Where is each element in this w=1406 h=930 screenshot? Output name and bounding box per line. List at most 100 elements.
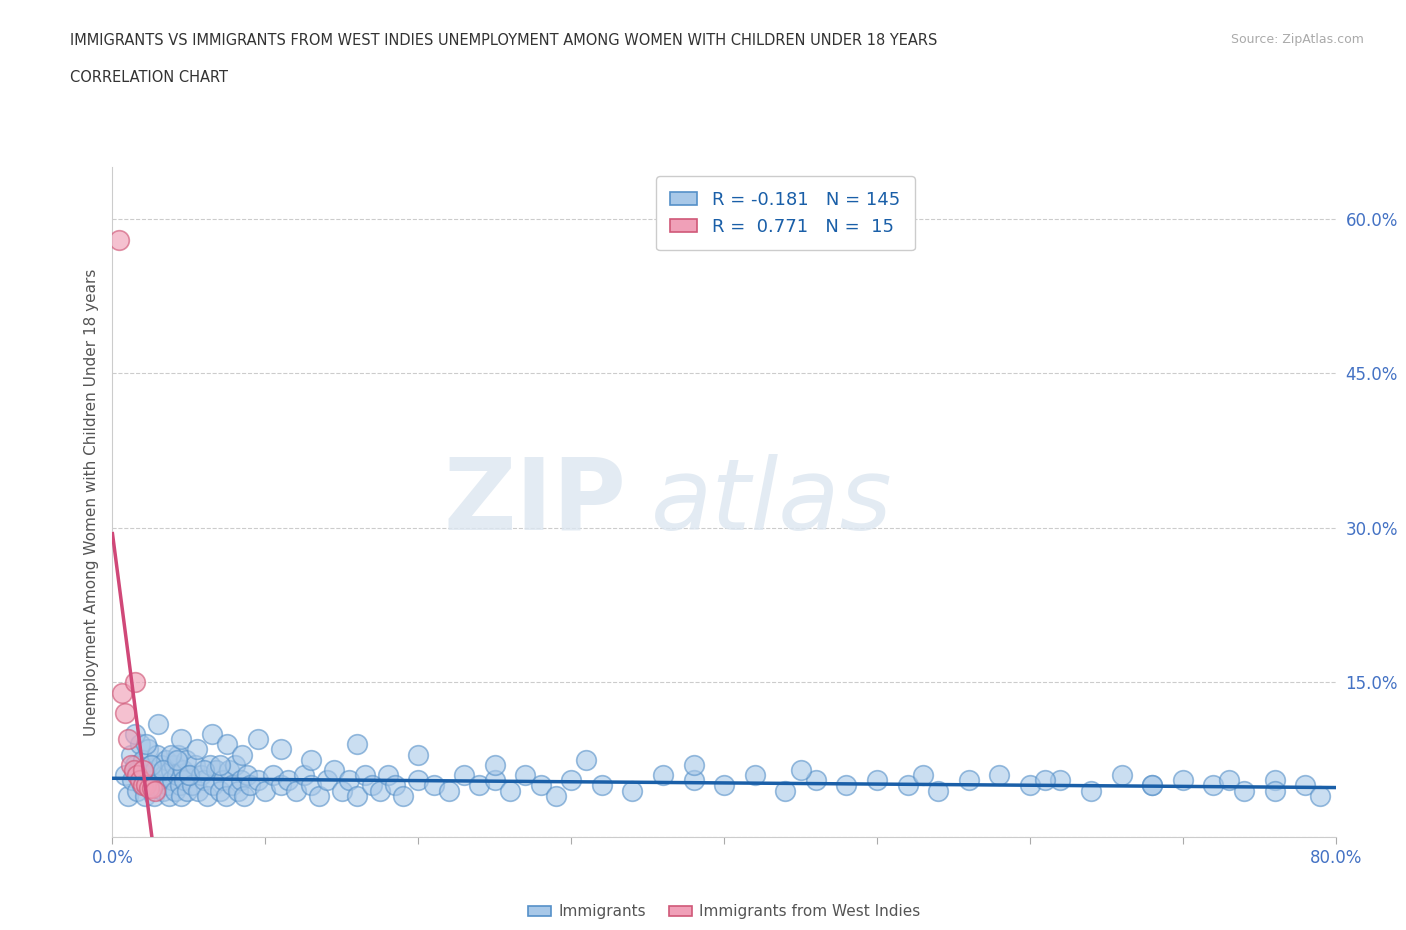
Point bbox=[1309, 789, 1331, 804]
Point bbox=[193, 763, 215, 777]
Point bbox=[187, 783, 209, 798]
Point bbox=[169, 778, 191, 793]
Point bbox=[122, 763, 145, 777]
Point bbox=[315, 773, 337, 788]
Point bbox=[143, 763, 166, 777]
Point bbox=[530, 778, 553, 793]
Point bbox=[136, 742, 159, 757]
Point bbox=[120, 757, 142, 772]
Point bbox=[173, 773, 195, 788]
Point bbox=[129, 773, 152, 788]
Point bbox=[1049, 773, 1071, 788]
Y-axis label: Unemployment Among Women with Children Under 18 years: Unemployment Among Women with Children U… bbox=[83, 269, 98, 736]
Point bbox=[208, 757, 231, 772]
Point bbox=[170, 732, 193, 747]
Point bbox=[186, 742, 208, 757]
Point bbox=[621, 783, 644, 798]
Point bbox=[153, 768, 176, 783]
Point bbox=[156, 778, 179, 793]
Point bbox=[246, 773, 269, 788]
Text: atlas: atlas bbox=[651, 454, 893, 551]
Point bbox=[200, 757, 222, 772]
Point bbox=[165, 783, 187, 798]
Point bbox=[148, 716, 170, 731]
Point bbox=[804, 773, 827, 788]
Point bbox=[127, 763, 149, 777]
Point bbox=[284, 783, 308, 798]
Point bbox=[1033, 773, 1056, 788]
Point bbox=[453, 768, 475, 783]
Point bbox=[135, 768, 157, 783]
Point bbox=[339, 773, 361, 788]
Point bbox=[117, 789, 139, 804]
Point bbox=[139, 757, 162, 772]
Point bbox=[155, 752, 177, 767]
Point bbox=[202, 778, 225, 793]
Point bbox=[176, 783, 198, 798]
Point bbox=[226, 783, 249, 798]
Point bbox=[744, 768, 766, 783]
Point bbox=[138, 778, 160, 793]
Point bbox=[377, 768, 399, 783]
Point bbox=[148, 780, 170, 795]
Point bbox=[353, 768, 375, 783]
Point bbox=[262, 768, 284, 783]
Point bbox=[1018, 778, 1040, 793]
Point bbox=[157, 789, 180, 804]
Point bbox=[911, 768, 934, 783]
Point bbox=[120, 747, 142, 762]
Point bbox=[866, 773, 889, 788]
Point bbox=[135, 737, 157, 751]
Point bbox=[1080, 783, 1102, 798]
Point bbox=[146, 747, 169, 762]
Point bbox=[1264, 773, 1286, 788]
Point bbox=[468, 778, 491, 793]
Point bbox=[422, 778, 444, 793]
Point bbox=[172, 763, 194, 777]
Point bbox=[166, 752, 188, 767]
Point bbox=[292, 768, 315, 783]
Point bbox=[408, 773, 430, 788]
Point bbox=[299, 752, 322, 767]
Point bbox=[484, 757, 506, 772]
Point bbox=[277, 773, 299, 788]
Point bbox=[195, 789, 218, 804]
Point bbox=[1264, 783, 1286, 798]
Point bbox=[159, 763, 181, 777]
Point bbox=[174, 752, 197, 767]
Point bbox=[193, 773, 215, 788]
Point bbox=[368, 783, 391, 798]
Point bbox=[775, 783, 797, 798]
Point bbox=[652, 768, 675, 783]
Point bbox=[682, 773, 704, 788]
Point bbox=[1142, 778, 1164, 793]
Point bbox=[184, 757, 207, 772]
Point bbox=[218, 763, 240, 777]
Point bbox=[114, 706, 136, 721]
Text: CORRELATION CHART: CORRELATION CHART bbox=[70, 70, 228, 85]
Point bbox=[346, 789, 368, 804]
Point bbox=[789, 763, 811, 777]
Point bbox=[170, 789, 193, 804]
Point bbox=[484, 773, 506, 788]
Point bbox=[134, 789, 156, 804]
Point bbox=[330, 783, 353, 798]
Point bbox=[682, 757, 704, 772]
Point bbox=[713, 778, 735, 793]
Point bbox=[437, 783, 460, 798]
Point bbox=[139, 757, 162, 772]
Text: ZIP: ZIP bbox=[443, 454, 626, 551]
Point bbox=[150, 757, 173, 772]
Point bbox=[107, 232, 129, 247]
Point bbox=[897, 778, 920, 793]
Point bbox=[408, 747, 430, 762]
Point bbox=[217, 737, 239, 751]
Point bbox=[131, 778, 153, 793]
Point bbox=[591, 778, 613, 793]
Point bbox=[384, 778, 406, 793]
Point bbox=[152, 763, 174, 777]
Point bbox=[1111, 768, 1133, 783]
Point bbox=[124, 726, 146, 741]
Point bbox=[114, 768, 136, 783]
Point bbox=[124, 757, 146, 772]
